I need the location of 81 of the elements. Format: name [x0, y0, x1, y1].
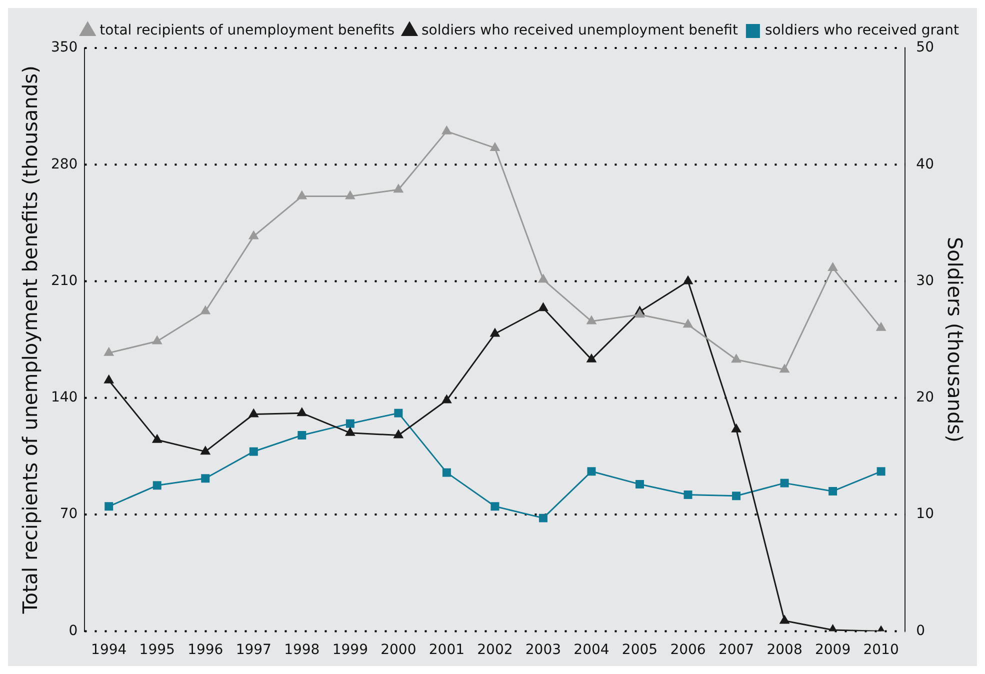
point [828, 262, 838, 271]
x-tick-label: 2003 [525, 642, 562, 658]
x-tick-label: 1994 [91, 642, 127, 658]
point [682, 318, 694, 328]
point [731, 354, 742, 363]
point [586, 353, 597, 362]
x-tick-label: 2005 [622, 642, 658, 658]
point [152, 434, 162, 443]
point [249, 447, 258, 456]
point [828, 486, 838, 496]
point [779, 364, 790, 373]
x-tick-label: 1997 [236, 642, 272, 658]
point [248, 408, 259, 418]
x-tick-label: 2008 [766, 642, 802, 658]
point [248, 230, 259, 240]
x-tick-label: 1996 [188, 642, 224, 658]
point [393, 429, 404, 438]
legend-label: total recipients of unemployment benefits [100, 22, 394, 39]
x-tick-label: 2010 [863, 642, 899, 658]
y2-axis-title: Soldiers (thousands) [942, 236, 967, 442]
y2-tick-label: 10 [916, 506, 934, 522]
point [344, 190, 356, 200]
y2-tick-label: 30 [916, 272, 934, 289]
point [732, 492, 741, 500]
point [490, 328, 500, 337]
x-tick-label: 2000 [380, 642, 416, 658]
point [876, 322, 886, 331]
y2-tick-label: 40 [916, 156, 934, 172]
point [104, 374, 114, 384]
y-axis-title: Total recipients of unemployment benefits (thousands) [18, 66, 42, 615]
y-tick-label: 70 [60, 506, 78, 522]
point [104, 346, 114, 356]
point [682, 275, 694, 284]
point [346, 419, 354, 428]
point [780, 478, 789, 488]
point [344, 426, 356, 436]
point [538, 514, 548, 522]
y2-tick-label: 0 [916, 622, 926, 639]
point [296, 190, 308, 200]
point [201, 474, 210, 483]
x-tick-label: 2002 [477, 642, 513, 658]
point [441, 125, 452, 134]
point [200, 446, 211, 455]
point [393, 184, 404, 193]
point [731, 423, 742, 432]
y2-tick-label: 20 [916, 390, 934, 406]
x-tick-label: 2009 [814, 642, 851, 658]
point [876, 467, 886, 476]
y-tick-label: 350 [50, 40, 78, 56]
x-tick-label: 2001 [428, 642, 465, 658]
point [152, 481, 162, 490]
y2-tick-label: 50 [916, 40, 934, 56]
point [538, 274, 548, 283]
point [152, 335, 162, 344]
y-tick-label: 210 [50, 272, 78, 289]
point [442, 468, 451, 477]
point [296, 407, 308, 416]
point [490, 502, 500, 511]
y-tick-label: 280 [50, 156, 78, 172]
y-tick-label: 140 [50, 390, 78, 406]
point [298, 431, 306, 440]
x-tick-label: 2006 [670, 642, 706, 658]
point [441, 394, 452, 404]
x-tick-label: 2004 [574, 642, 610, 658]
point [394, 408, 403, 418]
x-tick-label: 1998 [284, 642, 320, 658]
point [538, 302, 548, 312]
point [490, 142, 500, 151]
point [200, 305, 211, 314]
point [634, 308, 645, 318]
x-tick-label: 2007 [718, 642, 754, 658]
legend-label: soldiers who received grant [764, 22, 960, 39]
y-tick-label: 0 [68, 622, 78, 639]
point [586, 315, 597, 324]
x-tick-label: 1999 [332, 642, 368, 658]
point [636, 480, 644, 488]
point [684, 490, 692, 499]
x-tick-label: 1995 [139, 642, 175, 658]
point [587, 467, 596, 476]
point [104, 502, 114, 511]
legend-label: soldiers who received unemployment benefit [421, 22, 738, 39]
